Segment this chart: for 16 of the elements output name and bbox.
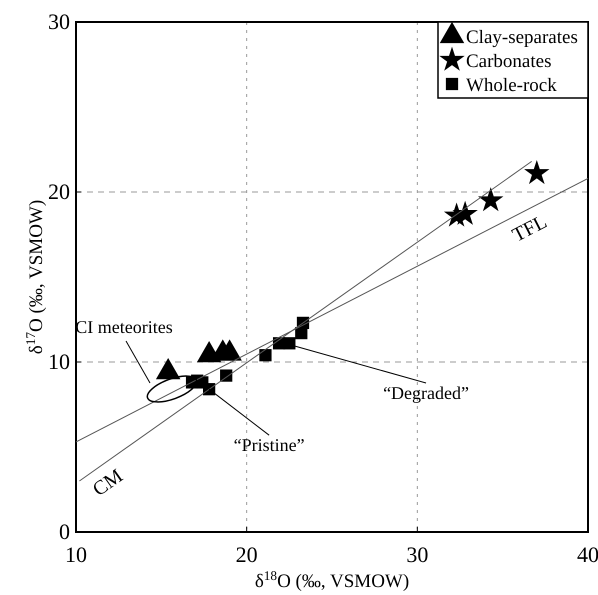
y-tick-label: 10	[48, 349, 70, 374]
legend-label: Clay-separates	[466, 27, 578, 48]
text: CM	[88, 464, 128, 501]
x-axis-title: δ$^{18}$O (‰, VSMOW)	[254, 568, 410, 592]
x-tick-label: 20	[236, 542, 258, 567]
annotation: “Degraded”	[383, 383, 470, 403]
legend-label: Carbonates	[466, 51, 552, 72]
y-tick-label: 20	[48, 179, 70, 204]
text: TFL	[508, 210, 551, 247]
x-tick-label: 10	[65, 542, 87, 567]
y-tick-label: 0	[59, 519, 70, 544]
y-tick-label: 30	[48, 9, 70, 34]
x-tick-label: 40	[577, 542, 598, 567]
x-tick-label: 30	[406, 542, 428, 567]
annotation: “Pristine”	[234, 435, 305, 456]
legend-label: Whole-rock	[466, 75, 558, 96]
